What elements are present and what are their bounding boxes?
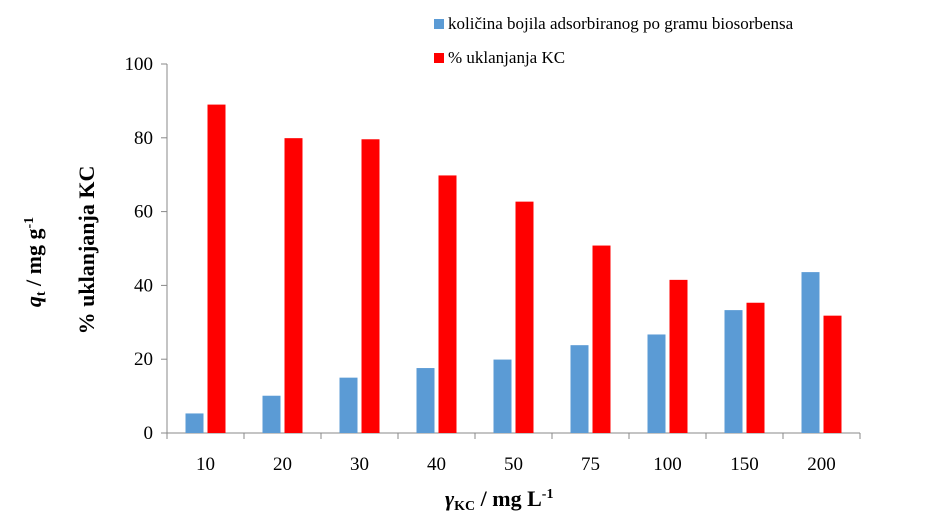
bar-adsorbed-200 bbox=[801, 272, 820, 433]
y-axis: 0 20 40 60 80 100 bbox=[125, 54, 168, 444]
legend-swatch-adsorbed bbox=[434, 19, 444, 29]
x-axis: 10 20 30 40 50 75 100 150 200 bbox=[166, 432, 861, 475]
x-tick-label: 30 bbox=[350, 454, 369, 475]
y-tick-label: 80 bbox=[134, 128, 153, 149]
y-axis-title-line1: qt / mg g-1 bbox=[21, 217, 49, 307]
y-tick-label: 40 bbox=[134, 275, 153, 296]
bar-removal-30 bbox=[361, 139, 380, 433]
x-tick-label: 10 bbox=[196, 454, 215, 475]
y-axis-title-subscript: t bbox=[34, 291, 49, 296]
bar-adsorbed-50 bbox=[493, 359, 512, 433]
bar-removal-100 bbox=[669, 279, 688, 433]
y-axis-title-superscript: -1 bbox=[22, 217, 37, 229]
bar-adsorbed-20 bbox=[262, 395, 281, 433]
y-tick-label: 60 bbox=[134, 202, 153, 223]
x-axis-title-unit: / mg L bbox=[475, 486, 542, 511]
x-tick-label: 50 bbox=[504, 454, 523, 475]
x-tick-label: 75 bbox=[581, 454, 600, 475]
bar-removal-20 bbox=[284, 138, 303, 433]
x-axis-title: γKC / mg L-1 bbox=[445, 486, 553, 514]
x-tick-label: 200 bbox=[807, 454, 836, 475]
legend-swatch-removal bbox=[434, 53, 444, 63]
bar-adsorbed-75 bbox=[570, 345, 589, 433]
x-tick-label: 20 bbox=[273, 454, 292, 475]
bar-adsorbed-10 bbox=[185, 413, 204, 433]
bars-group bbox=[185, 104, 842, 434]
x-axis-title-superscript: -1 bbox=[542, 487, 554, 502]
y-tick-label: 20 bbox=[134, 349, 153, 370]
x-tick-label: 40 bbox=[427, 454, 446, 475]
bar-adsorbed-40 bbox=[416, 368, 435, 433]
x-tick-label: 100 bbox=[653, 454, 682, 475]
legend-label-adsorbed: količina bojila adsorbiranog po gramu bi… bbox=[448, 14, 794, 33]
y-axis-title-line2: % uklanjanja KC bbox=[74, 166, 99, 335]
y-axis-title-symbol: q bbox=[21, 296, 46, 307]
y-tick-label: 0 bbox=[144, 423, 154, 444]
legend: količina bojila adsorbiranog po gramu bi… bbox=[434, 14, 794, 67]
bar-removal-200 bbox=[823, 315, 842, 433]
x-axis-title-subscript: KC bbox=[454, 499, 475, 514]
bar-removal-10 bbox=[207, 104, 226, 433]
bar-adsorbed-30 bbox=[339, 377, 358, 433]
x-tick-label: 150 bbox=[730, 454, 759, 475]
bar-removal-40 bbox=[438, 175, 457, 434]
bar-removal-75 bbox=[592, 245, 611, 433]
legend-label-removal: % uklanjanja KC bbox=[448, 48, 565, 67]
x-axis-title-symbol: γ bbox=[445, 486, 455, 511]
y-tick-label: 100 bbox=[125, 54, 154, 75]
bar-adsorbed-150 bbox=[724, 310, 743, 433]
y-axis-title-unit: / mg g bbox=[21, 229, 46, 292]
bar-adsorbed-100 bbox=[647, 334, 666, 433]
bar-removal-150 bbox=[746, 302, 765, 433]
bar-removal-50 bbox=[515, 201, 534, 433]
